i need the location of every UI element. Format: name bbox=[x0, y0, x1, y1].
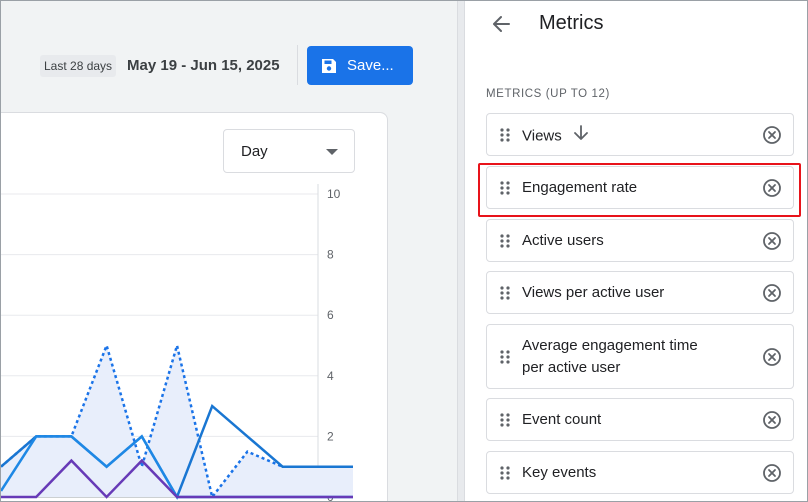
drag-handle-icon[interactable] bbox=[499, 465, 511, 481]
metric-label: Event count bbox=[522, 409, 601, 431]
save-button[interactable]: Save... bbox=[307, 46, 413, 85]
panel-divider[interactable] bbox=[457, 0, 465, 502]
metric-label-text: Views bbox=[522, 126, 562, 144]
metric-label-line2: per active user bbox=[522, 359, 621, 376]
save-icon bbox=[321, 58, 337, 74]
metric-item[interactable]: Views bbox=[486, 113, 794, 156]
metric-label: Key events bbox=[522, 462, 596, 484]
drag-handle-icon[interactable] bbox=[499, 127, 511, 143]
metric-label-line1: Average engagement time bbox=[522, 337, 698, 354]
arrow-back-icon bbox=[493, 16, 510, 32]
granularity-value: Day bbox=[241, 142, 268, 160]
granularity-dropdown[interactable]: Day bbox=[223, 129, 355, 173]
remove-metric-icon[interactable] bbox=[762, 231, 782, 251]
metric-label: Engagement rate bbox=[522, 177, 637, 199]
metric-item[interactable]: Key events bbox=[486, 451, 794, 494]
report-toolbar: Last 28 days May 19 - Jun 15, 2025 Save.… bbox=[0, 0, 457, 106]
remove-metric-icon[interactable] bbox=[762, 410, 782, 430]
y-tick-label: 8 bbox=[327, 248, 334, 262]
metric-item[interactable]: Views per active user bbox=[486, 271, 794, 314]
x-tick-label: 08 bbox=[64, 499, 78, 502]
metrics-panel: Metrics METRICS (UP TO 12) Views Engageme… bbox=[465, 0, 808, 502]
y-tick-label: 4 bbox=[327, 369, 334, 383]
drag-handle-icon[interactable] bbox=[499, 412, 511, 428]
metric-label-text: Key events bbox=[522, 463, 597, 481]
metric-label: Views per active user bbox=[522, 282, 664, 304]
remove-metric-icon[interactable] bbox=[762, 463, 782, 483]
remove-metric-icon[interactable] bbox=[762, 347, 782, 367]
metric-item[interactable]: Active users bbox=[486, 219, 794, 262]
drag-handle-icon[interactable] bbox=[499, 285, 511, 301]
line-chart: 10864200815 bbox=[0, 184, 353, 502]
section-label: METRICS (UP TO 12) bbox=[486, 88, 610, 100]
date-range-label[interactable]: May 19 - Jun 15, 2025 bbox=[127, 57, 280, 74]
metric-label-text: Engagement rate bbox=[522, 178, 638, 196]
caret-down-icon bbox=[326, 149, 338, 155]
metric-label: Average engagement time per active user bbox=[522, 335, 698, 379]
drag-handle-icon[interactable] bbox=[499, 233, 511, 249]
x-tick-label: 15 bbox=[311, 499, 325, 502]
y-tick-label: 10 bbox=[327, 187, 341, 201]
remove-metric-icon[interactable] bbox=[762, 283, 782, 303]
metric-label: Views bbox=[522, 124, 590, 149]
toolbar-divider bbox=[297, 45, 298, 85]
series-area bbox=[1, 345, 353, 497]
remove-metric-icon[interactable] bbox=[762, 125, 782, 145]
series-line bbox=[1, 458, 353, 499]
metric-item[interactable]: Event count bbox=[486, 398, 794, 441]
y-tick-label: 2 bbox=[327, 429, 334, 443]
chart-card: Day 10864200815 bbox=[0, 112, 388, 502]
metric-label: Active users bbox=[522, 230, 604, 252]
drag-handle-icon[interactable] bbox=[499, 349, 511, 365]
drag-handle-icon[interactable] bbox=[499, 180, 511, 196]
metric-item[interactable]: Engagement rate bbox=[486, 166, 794, 209]
report-area: Last 28 days May 19 - Jun 15, 2025 Save.… bbox=[0, 0, 457, 502]
metric-item[interactable]: Average engagement time per active user bbox=[486, 324, 794, 389]
panel-title: Metrics bbox=[539, 12, 604, 34]
metric-label-text: Active users bbox=[522, 231, 604, 249]
date-preset-chip[interactable]: Last 28 days bbox=[40, 55, 117, 77]
sort-descending-icon[interactable] bbox=[572, 124, 590, 149]
back-button[interactable] bbox=[487, 10, 515, 38]
remove-metric-icon[interactable] bbox=[762, 178, 782, 198]
save-button-label: Save... bbox=[347, 57, 394, 74]
metric-label-text: Event count bbox=[522, 410, 602, 428]
metric-label-text: Views per active user bbox=[522, 283, 665, 301]
y-tick-label: 6 bbox=[327, 308, 334, 322]
